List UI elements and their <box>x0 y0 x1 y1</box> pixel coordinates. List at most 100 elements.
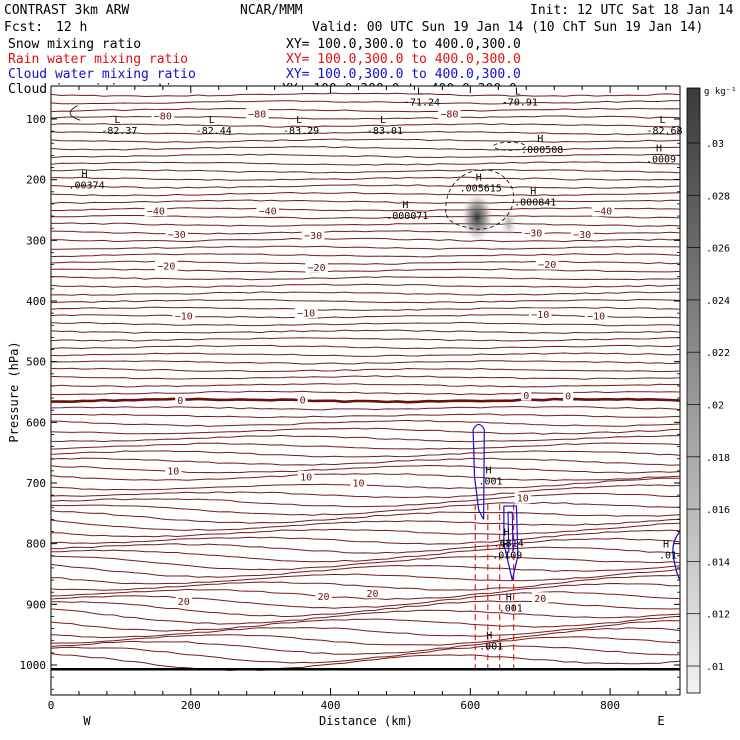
fcst-value: 12 h <box>56 20 87 35</box>
ice-contour <box>69 105 81 121</box>
temperature-contour-line <box>51 574 680 591</box>
temperature-contour-line <box>51 130 680 136</box>
temperature-contour-line <box>51 237 680 243</box>
contour-label-bg <box>294 307 318 319</box>
temperature-contour-line <box>51 161 680 166</box>
extrema-type: H <box>656 144 662 155</box>
temperature-contour-line <box>51 510 680 524</box>
contour-label-bg <box>528 308 552 320</box>
snow-max-core <box>461 193 494 242</box>
field-cloud-xy: XY= 100.0,300.0 to 400.0,300.0 <box>286 67 521 82</box>
contour-label: −10 <box>531 310 549 321</box>
temperature-contour-line <box>51 518 680 531</box>
extrema-value: .000071 <box>386 211 428 222</box>
contour-label-bg <box>535 258 559 270</box>
colorbar-scale <box>686 87 701 694</box>
contour-label: −40 <box>147 207 165 218</box>
x-axis-label: Distance (km) <box>319 714 413 728</box>
x-tick-label: 200 <box>181 699 201 712</box>
x-tick-label: 400 <box>321 699 341 712</box>
cloud-water-contour <box>672 531 680 581</box>
temperature-contour-line <box>51 564 680 578</box>
init-time: Init: 12 UTC Sat 18 Jan 14 <box>530 3 734 18</box>
contour-label-bg <box>532 592 549 604</box>
extrema-type: L <box>515 87 521 98</box>
temperature-contour-line <box>51 653 680 672</box>
y-tick-label: 700 <box>26 477 46 490</box>
contour-label-bg <box>570 228 594 240</box>
temperature-contour-line <box>51 306 680 311</box>
temperature-contour-line <box>51 582 680 601</box>
snow-shading <box>461 193 517 242</box>
contour-label-bg <box>165 464 182 476</box>
extrema-value: -83.29 <box>283 126 319 137</box>
colorbar-tick-label: .028 <box>706 191 730 202</box>
colorbar-tick-label: .02 <box>706 401 724 412</box>
contour-label: −30 <box>524 229 542 240</box>
extrema-value: .000508 <box>521 145 563 156</box>
temperature-contour-line <box>51 627 680 646</box>
contour-label-bg <box>315 590 332 602</box>
colorbar: g kg⁻¹ .03 .028 .026 .024 .022 .02 .018 .016 .01… <box>686 87 737 694</box>
rain-water-contours <box>474 504 515 669</box>
contour-label-bg <box>591 205 615 217</box>
cloud-water-contour <box>507 511 514 553</box>
contour-label-bg <box>297 393 308 405</box>
cloud-water-contour <box>503 505 519 581</box>
extrema-value: -83.01 <box>367 126 403 137</box>
extrema-value: -70.91 <box>502 98 538 109</box>
temperature-contour-line <box>51 450 680 458</box>
extrema-value: .001 <box>478 477 502 488</box>
temperature-contour-line <box>51 608 680 625</box>
extrema-type: L <box>660 115 666 126</box>
contour-label: 0 <box>177 396 183 407</box>
temperature-contour-line <box>51 360 680 365</box>
colorbar-tick-label: .03 <box>706 139 724 150</box>
temperature-contour-line <box>51 591 680 609</box>
contour-label: −10 <box>175 312 193 323</box>
contour-label-bg <box>172 310 196 322</box>
contour-label: 10 <box>352 479 364 490</box>
extrema-type: H <box>530 187 536 198</box>
temperature-contour-line <box>51 337 680 342</box>
extrema-type: L <box>296 115 302 126</box>
temperature-contour-line <box>51 123 680 128</box>
valid-time: Valid: 00 UTC Sun 19 Jan 14 (10 ChT Sun … <box>312 20 703 35</box>
contour-label-bg <box>438 108 461 120</box>
field-cloud-name: Cloud water mixing ratio <box>8 67 196 82</box>
contour-label: 10 <box>167 466 179 477</box>
extrema-type: H <box>504 528 510 539</box>
temperature-contour-line <box>51 176 680 181</box>
field-rain-xy: XY= 100.0,300.0 to 400.0,300.0 <box>286 52 521 67</box>
extrema-value: -82.68 <box>646 126 682 137</box>
contour-labels: −80 −80 −80 −40 −40 −40 −30 −30 −30 −30 −20 −20 −20 −… <box>144 108 615 608</box>
contour-label-bg <box>305 261 328 273</box>
temperature-contour-line <box>51 184 680 189</box>
contour-label-bg <box>301 229 325 241</box>
y-tick-label: 400 <box>26 295 46 308</box>
contour-label-bg <box>563 390 574 402</box>
temperature-contour-line <box>51 555 680 571</box>
extrema-value: -82.44 <box>196 126 232 137</box>
contour-label: 0 <box>523 391 529 402</box>
temperature-contour-line <box>51 145 680 151</box>
colorbar-tick-label: .024 <box>706 296 730 307</box>
contour-label: 20 <box>366 589 378 600</box>
contour-label-bg <box>245 108 269 120</box>
contour-label: −80 <box>248 110 266 121</box>
temperature-contour-line <box>51 397 680 404</box>
snow-secondary-core <box>500 207 517 240</box>
extrema-value: .001 <box>499 604 523 615</box>
temperature-contour-line <box>51 501 680 516</box>
extrema-type: H <box>402 200 408 211</box>
y-tick-label: 1000 <box>20 659 47 672</box>
contour-label: −80 <box>154 111 172 122</box>
contour-label: −40 <box>594 207 612 218</box>
y-tick-label: 300 <box>26 234 46 247</box>
extrema-type: H <box>485 466 491 477</box>
colorbar-tick-label: .014 <box>706 557 730 568</box>
colorbar-tick-label: .012 <box>706 610 730 621</box>
cloud-water-contour <box>472 423 485 520</box>
